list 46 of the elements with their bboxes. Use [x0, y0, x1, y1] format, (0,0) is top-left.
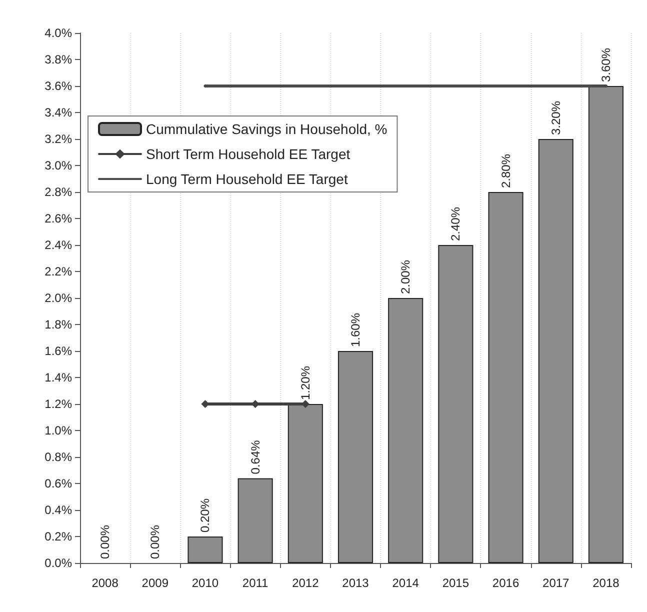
data-label: 1.60% [348, 312, 362, 347]
y-tick-label: 3.2% [44, 132, 72, 146]
y-tick-label: 3.0% [44, 158, 72, 172]
y-tick-label: 0.4% [44, 503, 72, 517]
x-tick-label: 2009 [142, 576, 169, 590]
data-label: 0.64% [248, 440, 262, 474]
data-label: 0.00% [148, 524, 162, 559]
x-tick-label: 2014 [392, 576, 420, 590]
y-tick-label: 2.2% [44, 264, 72, 278]
y-tick-label: 0.2% [44, 530, 72, 544]
y-tick-label: 2.0% [44, 291, 72, 305]
y-tick-label: 2.6% [44, 212, 72, 226]
data-label: 2.80% [498, 154, 513, 188]
legend-label: Long Term Household EE Target [146, 171, 348, 187]
x-tick-label: 2008 [92, 576, 119, 590]
y-tick-label: 0.6% [44, 476, 72, 490]
y-tick-label: 1.0% [44, 424, 72, 438]
legend-label: Cummulative Savings in Household, % [146, 121, 388, 137]
y-tick-label: 0.8% [44, 450, 72, 464]
data-label: 3.20% [548, 100, 563, 135]
data-label: 0.00% [98, 524, 112, 559]
y-tick-label: 2.4% [44, 238, 72, 252]
y-tick-label: 3.8% [44, 52, 72, 66]
x-tick-label: 2016 [492, 576, 520, 590]
data-label: 2.40% [448, 206, 463, 241]
y-tick-label: 1.6% [44, 344, 72, 358]
x-tick-label: 2013 [342, 576, 370, 590]
data-label: 3.60% [598, 48, 613, 82]
data-label: 0.20% [198, 498, 212, 532]
data-label: 2.00% [398, 260, 413, 294]
x-tick-label: 2018 [592, 576, 620, 590]
y-tick-label: 3.4% [44, 106, 72, 120]
data-label: 1.20% [298, 366, 312, 400]
y-tick-label: 1.2% [44, 397, 72, 411]
legend-label: Short Term Household EE Target [146, 146, 350, 162]
y-tick-label: 3.6% [44, 79, 72, 93]
x-tick-label: 2011 [242, 576, 269, 590]
x-tick-label: 2012 [292, 576, 320, 590]
y-tick-label: 2.8% [44, 185, 72, 199]
x-tick-label: 2017 [542, 576, 570, 590]
y-tick-label: 1.8% [44, 318, 72, 332]
y-tick-label: 4.0% [44, 26, 72, 40]
x-tick-label: 2010 [192, 576, 219, 590]
y-tick-label: 0.0% [44, 556, 72, 570]
y-tick-label: 1.4% [44, 370, 72, 384]
x-tick-label: 2015 [442, 576, 470, 590]
